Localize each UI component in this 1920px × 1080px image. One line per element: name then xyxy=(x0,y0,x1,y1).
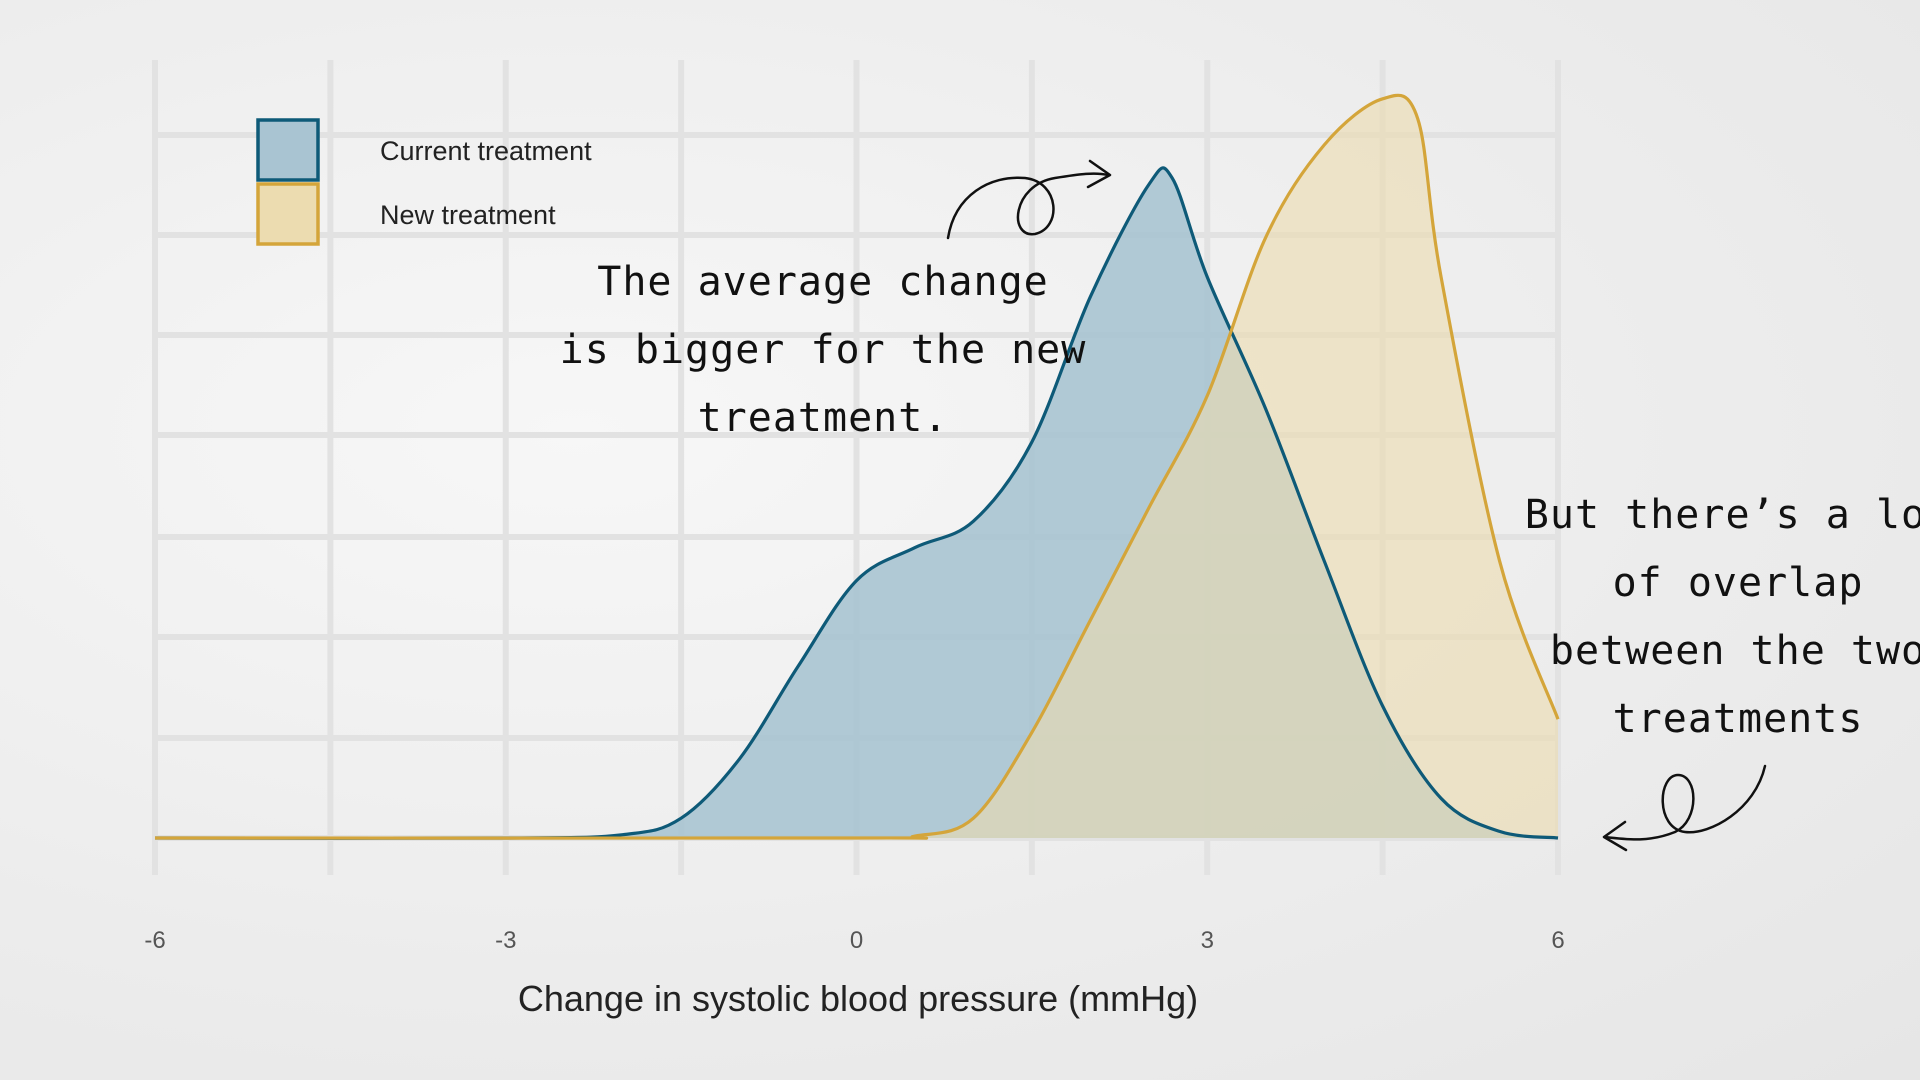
legend: Current treatment New treatment xyxy=(256,118,592,246)
annotation-1-line-1: of overlap xyxy=(1613,560,1864,606)
x-tick-label: -6 xyxy=(144,927,165,954)
annotations: The average change is bigger for the new t… xyxy=(560,259,1920,742)
arrow-annotation-top xyxy=(946,159,1112,240)
arrowhead-right xyxy=(1602,820,1628,852)
annotation-1-line-2: between the two xyxy=(1550,628,1920,674)
x-tick-label: -3 xyxy=(495,927,516,954)
density-areas xyxy=(155,95,1558,839)
density-area-series-1 xyxy=(155,95,1558,839)
annotation-0-line-2: treatment. xyxy=(698,395,949,441)
annotation-0-line-0: The average change xyxy=(597,259,1048,305)
curly-arrow-top xyxy=(946,172,1110,240)
annotation-1-line-0: But there’s a lot xyxy=(1525,492,1920,538)
density-line-series-1 xyxy=(154,93,1560,840)
curly-arrow-right xyxy=(1603,764,1767,841)
annotation-0-line-1: is bigger for the new xyxy=(560,327,1087,373)
x-tick-labels: -6 -3 0 3 6 xyxy=(144,927,1564,954)
x-tick-label: 6 xyxy=(1551,927,1564,954)
density-lines xyxy=(154,93,1560,840)
x-axis-title: Change in systolic blood pressure (mmHg) xyxy=(518,978,1198,1019)
arrow-annotation-right xyxy=(1602,764,1767,852)
legend-swatch-0 xyxy=(256,118,320,182)
x-tick-label: 0 xyxy=(850,927,863,954)
x-tick-label: 3 xyxy=(1201,927,1214,954)
legend-swatch-1 xyxy=(256,182,320,246)
arrowhead-top xyxy=(1086,159,1112,189)
legend-label-0: Current treatment xyxy=(380,136,592,166)
density-line-series-0 xyxy=(154,166,1559,840)
annotation-1-line-3: treatments xyxy=(1613,696,1864,742)
legend-label-1: New treatment xyxy=(380,200,556,230)
